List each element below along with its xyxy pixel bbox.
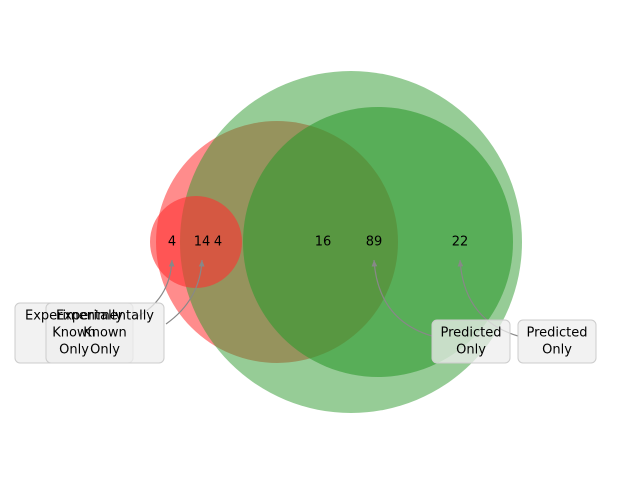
annotation-line: Only xyxy=(542,343,572,358)
region-count: 16 xyxy=(315,235,332,250)
region-count: 4 xyxy=(168,235,176,250)
arrow xyxy=(371,259,433,337)
annotation-line: Only xyxy=(90,343,120,358)
arrow xyxy=(165,259,205,325)
annotation-box xyxy=(517,319,597,364)
annotation-line: Experimentally xyxy=(25,309,123,324)
annotation-text: Experimentally Known Only Experimentally… xyxy=(25,309,588,358)
annotation-line: Predicted xyxy=(526,326,587,341)
region-count: 22 xyxy=(452,235,469,250)
annotation-box xyxy=(431,319,511,364)
set-circle xyxy=(243,107,513,377)
region-count: 4 xyxy=(214,235,222,250)
annotation-line: Predicted xyxy=(440,326,501,341)
annotation-line: Only xyxy=(456,343,486,358)
annotation-line: Only xyxy=(59,343,89,358)
annotation-box xyxy=(45,302,165,364)
region-count: 14 xyxy=(194,235,211,250)
region-count: 89 xyxy=(366,235,383,250)
annotation-line: Known xyxy=(52,326,96,341)
annotation-line: Experimentally xyxy=(56,309,154,324)
annotation-line: Known xyxy=(83,326,127,341)
